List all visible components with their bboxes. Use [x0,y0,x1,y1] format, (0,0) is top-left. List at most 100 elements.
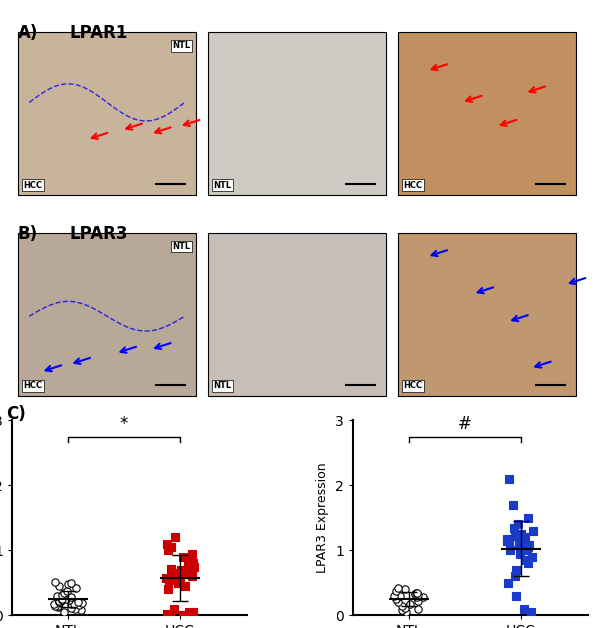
Point [175,575,185,585]
Point [53,591,62,601]
Point [504,474,514,484]
Point [163,546,173,556]
Point [188,609,198,619]
Point [516,529,526,539]
Point [418,592,428,602]
Point [502,534,512,544]
Point [518,542,527,552]
Point [64,579,73,589]
Point [187,571,197,582]
Point [69,598,79,609]
Text: A): A) [18,24,38,43]
Point [50,600,60,610]
Y-axis label: LPAR3 Expression: LPAR3 Expression [316,463,329,573]
Point [57,590,67,600]
Point [66,603,76,613]
Point [514,519,523,529]
Point [523,513,533,523]
Point [516,539,526,549]
Point [398,600,407,610]
Point [170,533,179,543]
Point [76,605,86,615]
Point [57,593,67,604]
Point [520,604,529,614]
FancyBboxPatch shape [398,32,577,195]
Point [187,549,197,559]
Point [170,568,179,578]
Text: C): C) [6,405,26,423]
Point [166,542,176,552]
Point [173,578,183,588]
Point [54,596,64,606]
Point [412,592,422,602]
Point [55,597,64,607]
Point [64,595,73,605]
Text: HCC: HCC [23,181,43,190]
FancyBboxPatch shape [18,232,196,396]
Point [71,583,81,593]
Point [161,573,171,583]
Point [413,596,422,606]
Point [511,591,521,601]
Point [49,598,59,609]
Point [50,577,59,587]
FancyBboxPatch shape [208,32,386,195]
Point [505,536,514,546]
Point [411,588,421,598]
Point [511,531,520,541]
Point [511,571,520,582]
Point [515,549,525,559]
Point [524,540,533,550]
Point [514,538,524,548]
Point [511,565,521,575]
Text: B): B) [18,225,38,243]
Text: *: * [120,416,128,433]
Point [505,546,515,556]
Point [188,558,197,568]
Point [176,565,186,575]
Point [395,591,405,601]
Point [166,610,175,620]
Point [509,522,518,533]
Point [517,539,526,549]
Point [187,555,196,565]
Point [508,500,518,510]
Point [178,552,188,562]
Text: LPAR3: LPAR3 [70,225,128,243]
Point [70,604,80,614]
Point [523,558,532,568]
Point [178,610,188,620]
Point [400,585,410,595]
Point [67,592,76,602]
Text: NTL: NTL [172,41,191,50]
Text: NTL: NTL [214,381,232,391]
Point [524,542,533,552]
Point [54,597,64,607]
Point [55,581,64,591]
Point [397,605,407,615]
Point [163,585,173,595]
Point [66,599,76,609]
Point [59,607,69,617]
Point [502,536,512,546]
Point [503,578,513,588]
Text: NTL: NTL [172,242,191,251]
Point [520,555,530,565]
Point [53,602,63,612]
Point [166,563,176,573]
FancyBboxPatch shape [18,32,196,195]
Point [73,597,82,607]
Point [389,591,399,601]
Point [392,586,401,596]
Point [181,581,190,591]
Point [406,598,415,609]
Point [410,589,419,599]
Text: #: # [458,416,472,433]
Point [162,539,172,549]
Point [400,603,410,613]
Point [169,604,179,614]
Point [176,566,185,577]
Point [53,602,63,612]
FancyBboxPatch shape [398,232,577,396]
FancyBboxPatch shape [208,232,386,396]
